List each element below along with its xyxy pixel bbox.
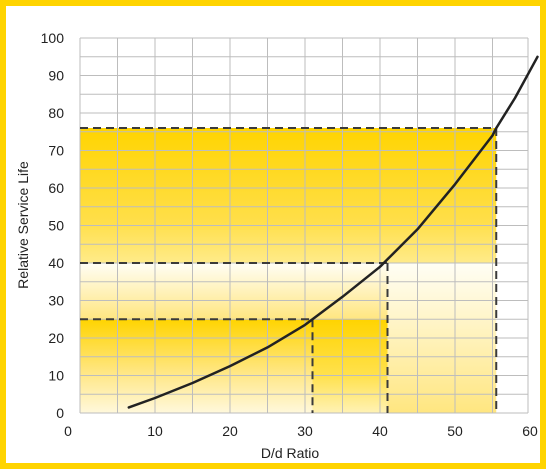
x-tick-label: 30 (297, 423, 313, 439)
y-tick-label: 80 (48, 105, 64, 121)
x-tick-label: 10 (147, 423, 163, 439)
y-tick-labels: 0 10 20 30 40 50 60 70 80 90 100 (41, 30, 65, 421)
x-tick-label: 20 (222, 423, 238, 439)
x-tick-label: 60 (522, 423, 538, 439)
region-center-column (312, 319, 388, 413)
highlight-regions (80, 128, 497, 413)
y-tick-label: 30 (48, 293, 64, 309)
x-tick-label: 50 (447, 423, 463, 439)
region-lower (80, 319, 313, 413)
y-tick-label: 90 (48, 68, 64, 84)
y-tick-label: 60 (48, 180, 64, 196)
y-tick-label: 40 (48, 255, 64, 271)
y-tick-label: 20 (48, 330, 64, 346)
x-tick-label: 0 (64, 423, 72, 439)
y-tick-label: 10 (48, 368, 64, 384)
region-middle (80, 263, 388, 320)
series-curve (127, 55, 539, 409)
region-upper (80, 128, 497, 263)
y-axis-label: Relative Service Life (15, 161, 31, 289)
grid-lines (79, 37, 529, 414)
y-tick-label: 100 (41, 30, 65, 46)
x-tick-label: 40 (372, 423, 388, 439)
y-tick-label: 0 (56, 405, 64, 421)
series-line (127, 55, 539, 409)
x-axis-label: D/d Ratio (261, 445, 320, 461)
reference-lines (80, 127, 498, 413)
x-tick-labels: 0 10 20 30 40 50 60 (64, 423, 538, 439)
y-tick-label: 50 (48, 218, 64, 234)
y-tick-label: 70 (48, 143, 64, 159)
